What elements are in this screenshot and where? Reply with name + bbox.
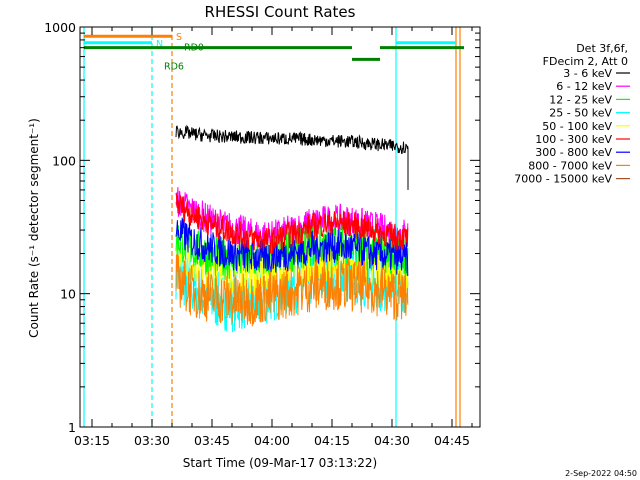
y-tick-label-3: 1000 — [44, 20, 76, 35]
x-tick-label-0: 03:15 — [74, 433, 110, 448]
series-line-300-800keV — [175, 217, 409, 277]
legend-label-1: 6 - 12 keV — [556, 80, 612, 93]
chart-title: RHESSI Count Rates — [205, 3, 356, 21]
x-tick-label-2: 03:45 — [194, 433, 230, 448]
flag-label-S: S — [176, 32, 182, 43]
legend-header-1: FDecim 2, Att 0 — [543, 55, 628, 68]
y-tick-label-1: 10 — [60, 287, 76, 302]
y-tick-label-0: 1 — [68, 420, 76, 435]
x-tick-label-5: 04:30 — [374, 433, 410, 448]
series-line-3-6keV — [175, 124, 409, 154]
axes: 03:15 03:30 03:45 04:00 04:15 04:30 04:45 1 10 10… — [44, 20, 481, 448]
legend-label-4: 50 - 100 keV — [542, 120, 612, 133]
legend-label-2: 12 - 25 keV — [549, 93, 612, 106]
legend-label-8: 7000 - 15000 keV — [514, 173, 612, 186]
legend-label-6: 300 - 800 keV — [535, 146, 612, 159]
y-axis-label: Count Rate (s⁻¹ detector segment⁻¹) — [27, 118, 41, 338]
x-tick-label-1: 03:30 — [134, 433, 170, 448]
plot-timestamp: 2-Sep-2022 04:50 — [565, 469, 637, 478]
plot-frame — [79, 26, 481, 428]
legend-label-7: 800 - 7000 keV — [528, 159, 612, 172]
x-axis-label: Start Time (09-Mar-17 03:13:22) — [183, 456, 377, 470]
series-line-100-300keV — [175, 193, 409, 254]
legend-label-5: 100 - 300 keV — [535, 133, 612, 146]
x-tick-label-6: 04:45 — [434, 433, 470, 448]
x-tick-label-4: 04:15 — [314, 433, 350, 448]
flag-label-RD0: RD0 — [184, 43, 204, 54]
series-line-800-7000keV — [175, 254, 409, 327]
legend-header-0: Det 3f,6f, — [576, 42, 628, 55]
legend-label-3: 25 - 50 keV — [549, 107, 612, 120]
x-tick-label-3: 04:00 — [254, 433, 290, 448]
legend-label-0: 3 - 6 keV — [563, 67, 612, 80]
y-tick-label-2: 100 — [52, 153, 76, 168]
flag-label-N: N — [156, 39, 163, 50]
flag-label-RD6: RD6 — [164, 61, 184, 72]
